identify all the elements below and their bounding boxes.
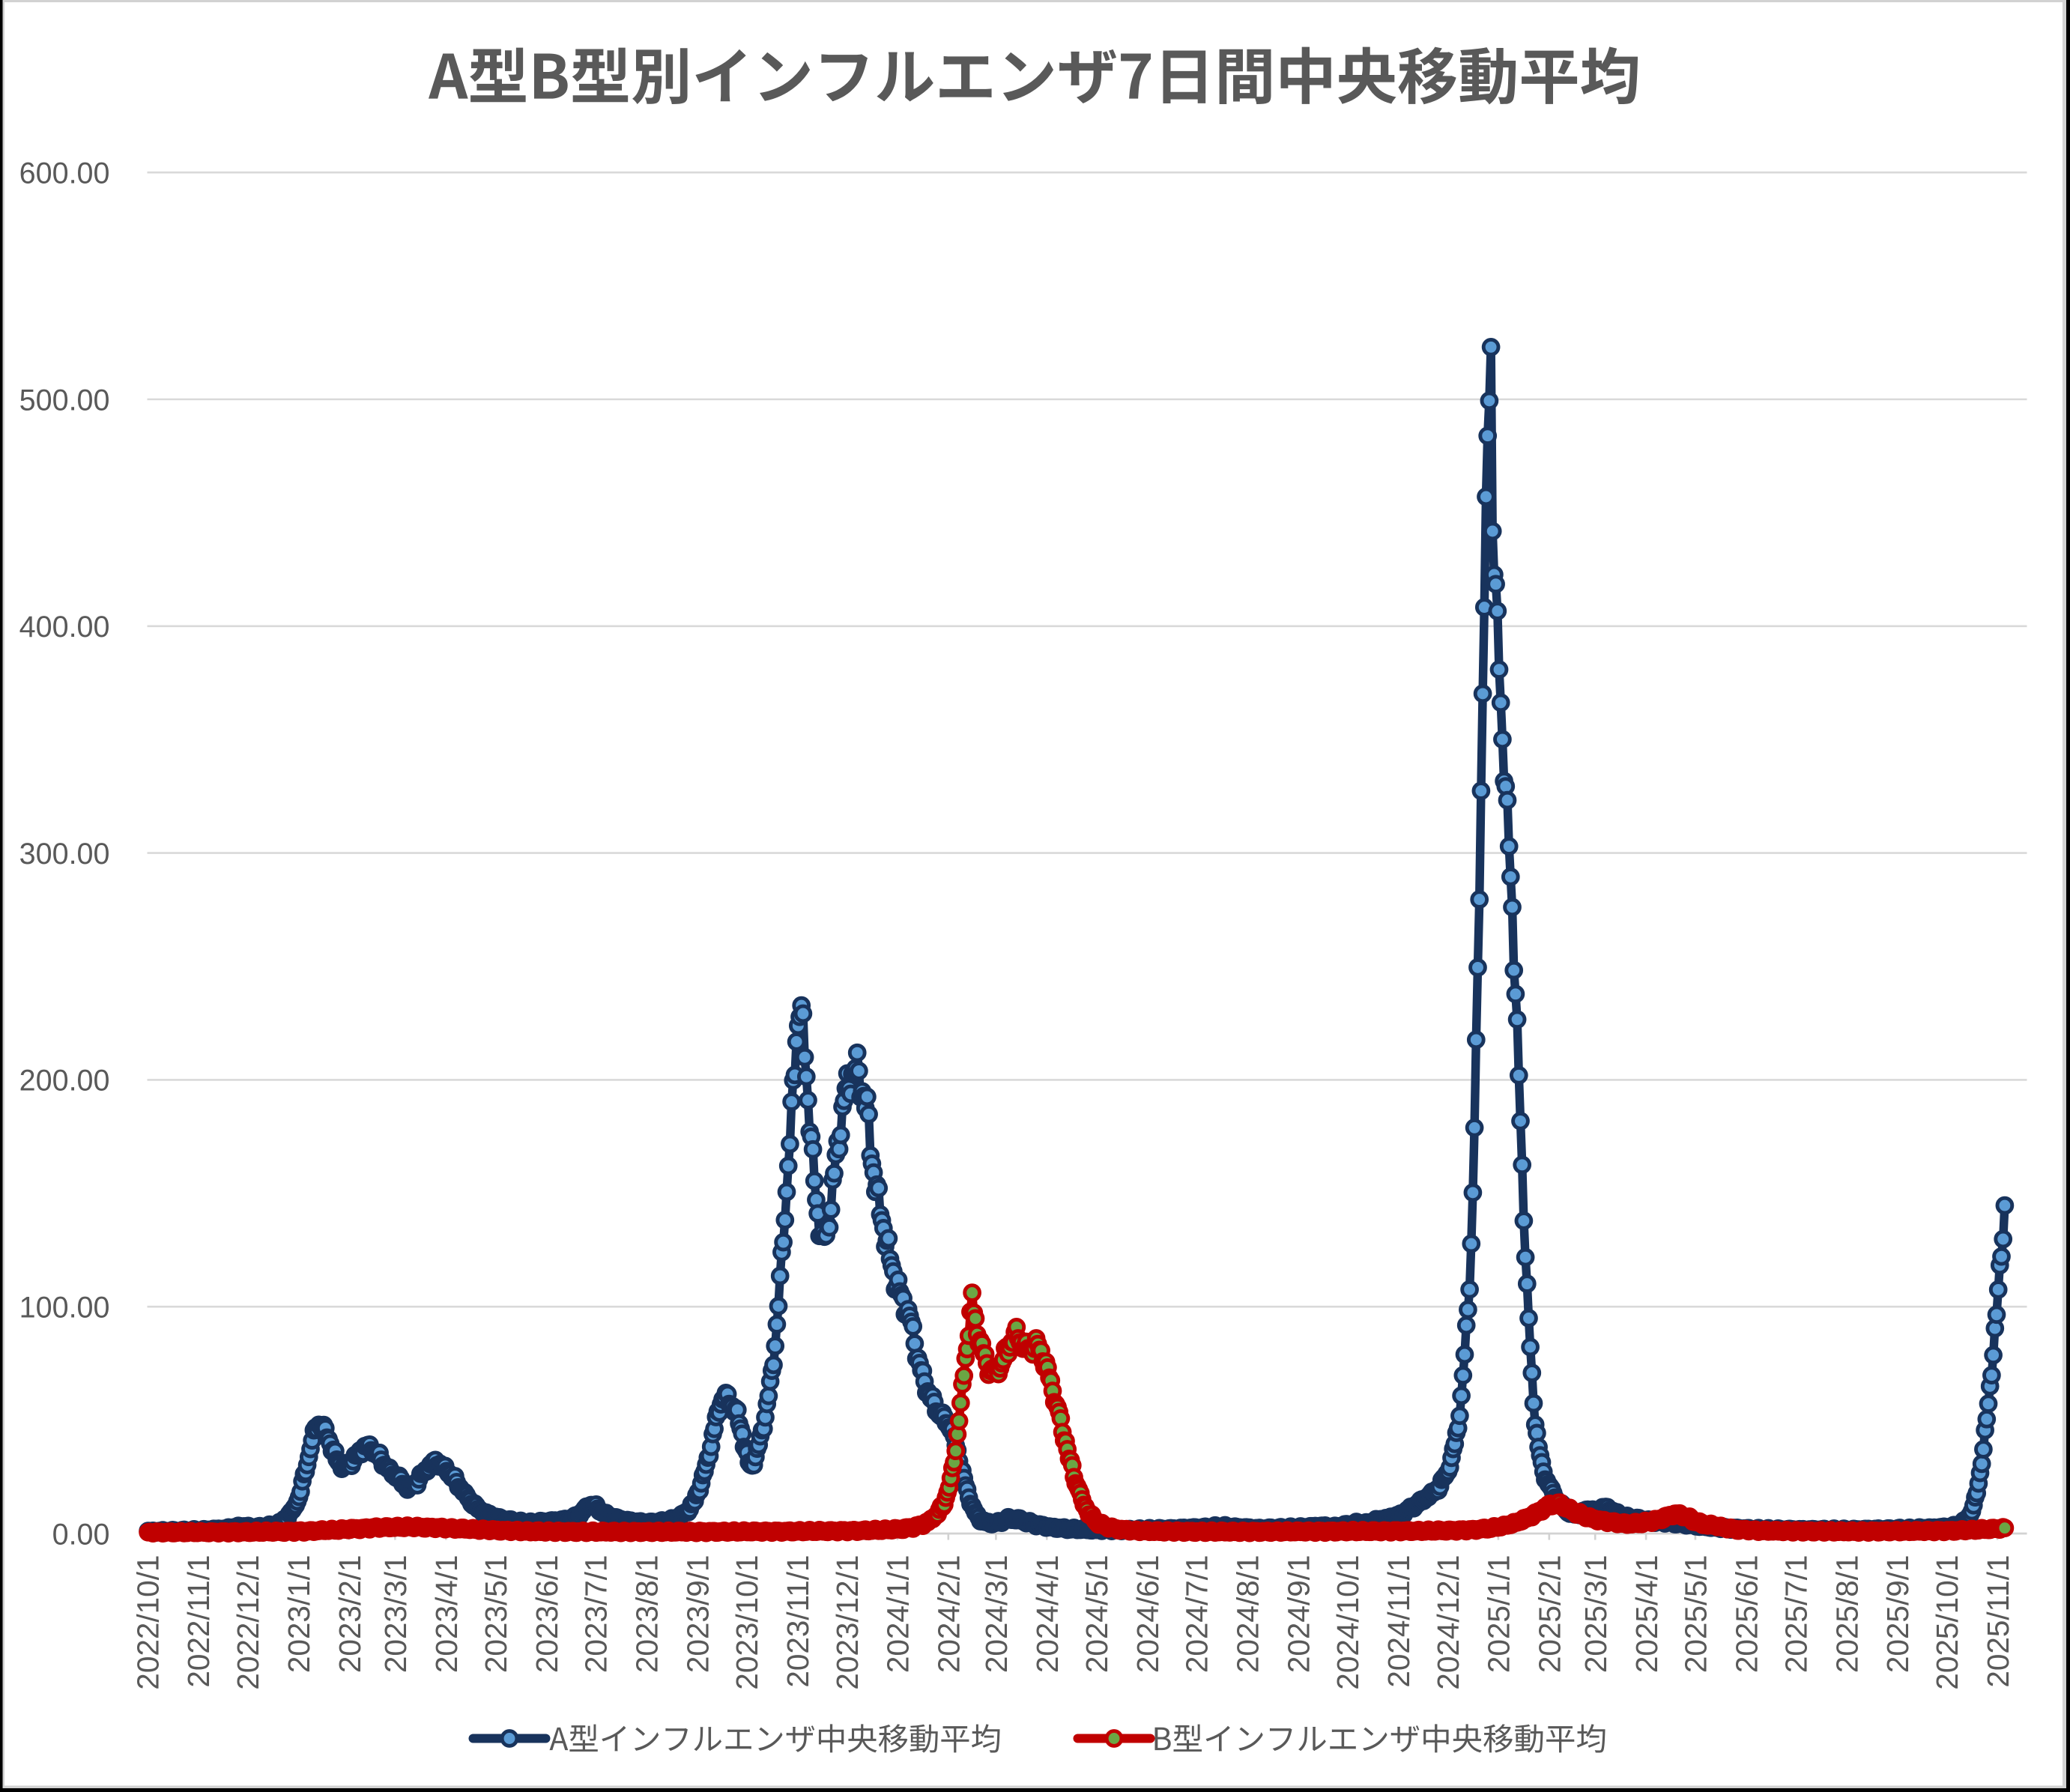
svg-text:500.00: 500.00 (19, 384, 110, 417)
svg-text:2023/9/1: 2023/9/1 (680, 1555, 715, 1674)
svg-text:2025/6/1: 2025/6/1 (1730, 1555, 1764, 1674)
svg-text:2023/11/1: 2023/11/1 (781, 1555, 815, 1688)
svg-text:2023/7/1: 2023/7/1 (579, 1555, 614, 1674)
svg-text:2025/9/1: 2025/9/1 (1880, 1555, 1915, 1674)
svg-text:2025/11/1: 2025/11/1 (1981, 1555, 2015, 1688)
svg-text:100.00: 100.00 (19, 1292, 110, 1325)
svg-text:2025/3/1: 2025/3/1 (1579, 1555, 1613, 1674)
svg-text:2024/8/1: 2024/8/1 (1230, 1555, 1265, 1674)
svg-text:2025/7/1: 2025/7/1 (1779, 1555, 1813, 1674)
svg-text:600.00: 600.00 (19, 157, 110, 190)
svg-text:2023/4/1: 2023/4/1 (429, 1555, 464, 1674)
svg-text:0.00: 0.00 (52, 1518, 110, 1551)
svg-text:2023/2/1: 2023/2/1 (333, 1555, 367, 1674)
svg-text:2025/10/1: 2025/10/1 (1930, 1555, 1964, 1690)
svg-text:2024/5/1: 2024/5/1 (1080, 1555, 1114, 1674)
svg-text:2023/3/1: 2023/3/1 (378, 1555, 413, 1674)
svg-text:2024/9/1: 2024/9/1 (1281, 1555, 1316, 1674)
svg-text:2023/1/1: 2023/1/1 (282, 1555, 316, 1674)
svg-text:2024/2/1: 2024/2/1 (932, 1555, 966, 1674)
svg-text:2023/5/1: 2023/5/1 (479, 1555, 513, 1674)
svg-text:2025/5/1: 2025/5/1 (1679, 1555, 1713, 1674)
svg-text:2025/2/1: 2025/2/1 (1533, 1555, 1567, 1674)
svg-text:2022/10/1: 2022/10/1 (130, 1555, 165, 1690)
svg-text:2023/8/1: 2023/8/1 (629, 1555, 664, 1674)
svg-text:2025/8/1: 2025/8/1 (1830, 1555, 1864, 1674)
svg-text:200.00: 200.00 (19, 1065, 110, 1098)
svg-text:2022/11/1: 2022/11/1 (181, 1555, 216, 1688)
svg-text:2025/4/1: 2025/4/1 (1629, 1555, 1664, 1674)
svg-text:2023/12/1: 2023/12/1 (830, 1555, 865, 1690)
svg-text:2024/6/1: 2024/6/1 (1131, 1555, 1165, 1674)
svg-text:2023/10/1: 2023/10/1 (730, 1555, 764, 1690)
svg-text:2024/12/1: 2024/12/1 (1431, 1555, 1465, 1690)
svg-text:2024/4/1: 2024/4/1 (1030, 1555, 1065, 1674)
svg-text:2024/7/1: 2024/7/1 (1180, 1555, 1214, 1674)
svg-text:2023/6/1: 2023/6/1 (530, 1555, 564, 1674)
svg-text:300.00: 300.00 (19, 838, 110, 871)
svg-text:2024/3/1: 2024/3/1 (979, 1555, 1014, 1674)
svg-text:2022/12/1: 2022/12/1 (231, 1555, 265, 1690)
svg-text:2024/11/1: 2024/11/1 (1381, 1555, 1416, 1688)
svg-text:2024/1/1: 2024/1/1 (881, 1555, 916, 1674)
svg-text:400.00: 400.00 (19, 611, 110, 644)
svg-text:2024/10/1: 2024/10/1 (1331, 1555, 1365, 1690)
svg-text:2025/1/1: 2025/1/1 (1482, 1555, 1516, 1674)
